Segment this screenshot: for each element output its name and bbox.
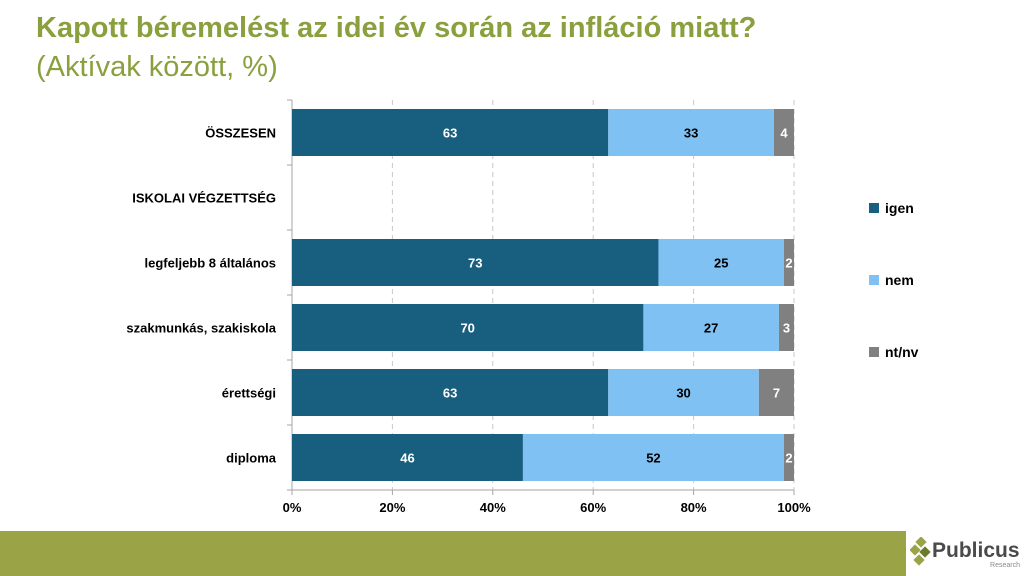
- bar-igen: [292, 434, 523, 481]
- x-tick-label: 100%: [777, 500, 811, 515]
- data-label: 7: [773, 386, 780, 401]
- bar-nem: [608, 109, 774, 156]
- data-label: 46: [400, 451, 414, 466]
- data-label: 70: [460, 321, 474, 336]
- legend-label: nt/nv: [885, 344, 919, 360]
- category-label: érettségi: [222, 386, 276, 401]
- data-label: 63: [443, 126, 457, 141]
- data-label: 2: [785, 451, 792, 466]
- legend-label: igen: [885, 200, 914, 216]
- legend-swatch-igen: [869, 203, 879, 213]
- data-label: 4: [780, 126, 788, 141]
- legend-swatch-ntnv: [869, 347, 879, 357]
- data-label: 3: [783, 321, 790, 336]
- x-tick-label: 80%: [681, 500, 707, 515]
- chart-subtitle: (Aktívak között, %): [36, 51, 278, 83]
- data-label: 30: [676, 386, 690, 401]
- bar-ntnv: [783, 434, 794, 481]
- x-tick-label: 40%: [480, 500, 506, 515]
- category-label: legfeljebb 8 általános: [145, 256, 277, 271]
- data-label: 27: [704, 321, 718, 336]
- data-label: 33: [684, 126, 698, 141]
- logo-name: Publicus: [932, 539, 1020, 562]
- category-label: ISKOLAI VÉGZETTSÉG: [132, 191, 276, 206]
- bar-nem: [608, 369, 759, 416]
- bar-ntnv: [783, 239, 794, 286]
- category-label: szakmunkás, szakiskola: [126, 321, 276, 336]
- legend-swatch-nem: [869, 275, 879, 285]
- logo-tagline: Research: [990, 562, 1020, 569]
- bar-igen: [292, 304, 644, 351]
- bar-igen: [292, 239, 659, 286]
- category-label: diploma: [226, 451, 277, 466]
- publicus-logo-icon: [910, 537, 931, 566]
- legend-label: nem: [885, 272, 914, 288]
- publicus-logo: Publicus Research: [906, 531, 1024, 576]
- x-tick-label: 60%: [580, 500, 606, 515]
- bar-ntnv: [758, 369, 794, 416]
- bar-nem: [522, 434, 784, 481]
- bar-ntnv: [778, 304, 794, 351]
- data-label: 73: [468, 256, 482, 271]
- bar-igen: [292, 109, 609, 156]
- data-label: 2: [785, 256, 792, 271]
- bar-nem: [643, 304, 779, 351]
- x-tick-label: 20%: [379, 500, 405, 515]
- chart-title: Kapott béremelést az idei év során az in…: [36, 12, 757, 44]
- stacked-bar-chart: 0% 20% 40% 60% 80% 100% ÖSSZESEN 63 33 4 ISKOLAI V…: [126, 99, 919, 515]
- data-label: 25: [714, 256, 728, 271]
- data-label: 63: [443, 386, 457, 401]
- x-tick-label: 0%: [283, 500, 302, 515]
- footer-bar: [0, 531, 1024, 576]
- bar-nem: [658, 239, 784, 286]
- category-label: ÖSSZESEN: [205, 126, 276, 141]
- bar-ntnv: [773, 109, 794, 156]
- bar-igen: [292, 369, 609, 416]
- data-label: 52: [646, 451, 660, 466]
